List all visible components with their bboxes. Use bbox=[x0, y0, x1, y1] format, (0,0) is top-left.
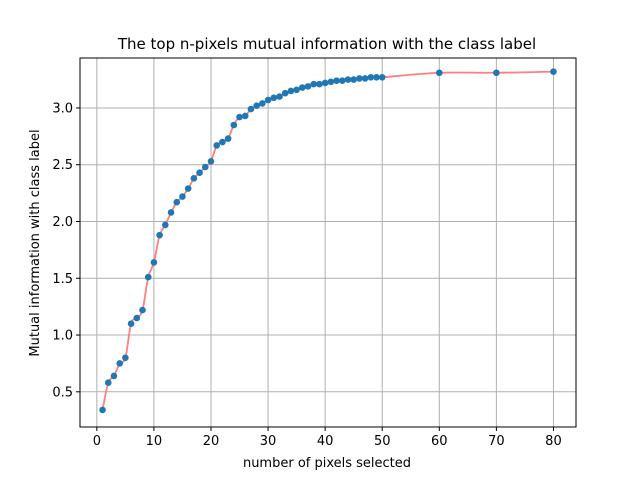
data-point bbox=[264, 96, 272, 104]
data-point bbox=[230, 121, 238, 129]
data-point bbox=[190, 175, 198, 182]
data-point bbox=[270, 94, 278, 102]
y-axis: 0.5 1.0 1.5 2.0 2.5 3.0 bbox=[52, 101, 80, 400]
data-point bbox=[327, 78, 335, 86]
data-point bbox=[133, 314, 141, 322]
data-point bbox=[350, 76, 357, 83]
data-point bbox=[378, 74, 386, 81]
data-point bbox=[162, 221, 169, 229]
x-tick-label: 50 bbox=[374, 434, 391, 449]
data-point bbox=[338, 77, 346, 85]
data-point bbox=[550, 68, 557, 75]
x-tick-label: 10 bbox=[146, 434, 163, 449]
data-point bbox=[436, 69, 443, 77]
data-point bbox=[104, 379, 112, 387]
data-point bbox=[236, 113, 243, 121]
y-tick-label: 1.0 bbox=[52, 329, 73, 344]
y-axis-title: Mutual information with class label bbox=[28, 129, 43, 356]
data-point bbox=[321, 79, 329, 87]
x-tick-label: 60 bbox=[431, 434, 448, 449]
plot-area bbox=[79, 57, 577, 428]
data-point bbox=[276, 93, 283, 100]
data-point bbox=[144, 273, 152, 281]
data-point bbox=[310, 80, 318, 88]
data-point bbox=[373, 74, 380, 81]
data-point bbox=[173, 198, 181, 206]
data-point bbox=[333, 77, 340, 85]
y-tick-label: 2.0 bbox=[52, 215, 73, 230]
data-point bbox=[122, 354, 129, 362]
y-tick-label: 1.5 bbox=[52, 272, 73, 287]
data-point bbox=[167, 209, 175, 216]
x-tick-label: 80 bbox=[545, 434, 562, 449]
data-point bbox=[156, 231, 163, 239]
x-tick-label: 20 bbox=[203, 434, 220, 449]
data-point bbox=[316, 80, 323, 88]
series-layer bbox=[99, 68, 557, 414]
x-tick-label: 30 bbox=[260, 434, 277, 449]
data-point bbox=[116, 360, 123, 367]
data-point bbox=[356, 75, 363, 82]
x-tick-label: 70 bbox=[488, 434, 505, 449]
data-point bbox=[299, 84, 306, 91]
data-point bbox=[139, 306, 146, 314]
data-point bbox=[184, 185, 192, 192]
data-point bbox=[344, 76, 352, 83]
grid bbox=[80, 58, 576, 427]
data-point bbox=[179, 193, 186, 200]
data-point bbox=[281, 89, 289, 97]
data-point bbox=[196, 169, 203, 176]
data-point bbox=[201, 163, 209, 171]
data-point bbox=[207, 158, 215, 165]
plot-frame bbox=[79, 57, 577, 428]
x-tick-label: 0 bbox=[93, 434, 101, 449]
chart-title: The top n-pixels mutual information with… bbox=[117, 35, 536, 53]
data-point bbox=[367, 74, 375, 81]
data-point bbox=[253, 102, 260, 109]
data-point bbox=[99, 406, 106, 414]
data-point bbox=[259, 100, 266, 107]
data-point bbox=[293, 86, 300, 94]
y-tick-label: 2.5 bbox=[52, 158, 73, 173]
data-point bbox=[224, 135, 232, 142]
data-point bbox=[219, 138, 226, 146]
data-point bbox=[287, 87, 295, 95]
data-point bbox=[241, 112, 249, 120]
data-point bbox=[150, 259, 158, 266]
data-point bbox=[247, 105, 255, 113]
x-tick-label: 40 bbox=[317, 434, 334, 449]
data-point bbox=[127, 320, 135, 327]
data-point bbox=[361, 75, 369, 82]
y-tick-label: 0.5 bbox=[52, 385, 73, 400]
y-tick-label: 3.0 bbox=[52, 101, 73, 116]
data-point bbox=[304, 83, 312, 90]
x-axis: 0 10 20 30 40 50 60 70 80 bbox=[93, 427, 562, 449]
data-point bbox=[213, 142, 220, 149]
data-point bbox=[493, 69, 500, 77]
x-axis-title: number of pixels selected bbox=[243, 456, 411, 471]
data-point bbox=[110, 372, 118, 380]
plot-background bbox=[80, 58, 576, 427]
